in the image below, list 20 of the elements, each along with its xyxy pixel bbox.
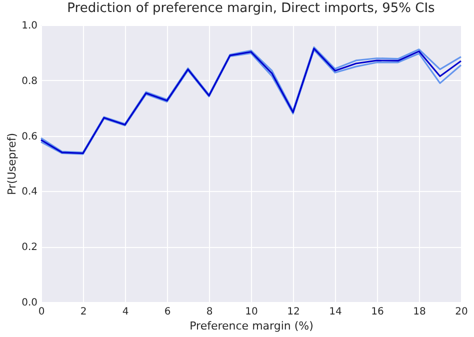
y-tick-label: 1.0 (22, 20, 38, 32)
y-tick-label: 0.2 (22, 242, 38, 254)
y-tick-label: 0.4 (22, 186, 38, 198)
y-tick-label: 0.6 (22, 131, 38, 142)
x-axis-title: Preference margin (%) (190, 320, 314, 332)
x-tick-label: 0 (38, 306, 45, 318)
x-tick-label: 18 (413, 306, 426, 318)
x-tick-label: 6 (164, 306, 171, 318)
x-tick-label: 12 (287, 306, 300, 318)
x-tick-label: 14 (329, 306, 342, 318)
x-tick-label: 16 (371, 306, 384, 318)
y-tick-label: 0.8 (22, 76, 38, 87)
x-tick-label: 4 (122, 306, 129, 318)
x-tick-label: 20 (455, 306, 468, 318)
chart-title: Prediction of preference margin, Direct imports, 95% CIs (67, 1, 436, 16)
x-tick-label: 8 (206, 306, 213, 318)
x-tick-label: 2 (80, 306, 87, 318)
x-tick-label: 10 (245, 306, 258, 318)
y-axis-title: Pr(Usepref) (6, 133, 19, 195)
y-tick-label: 0.0 (22, 298, 38, 308)
